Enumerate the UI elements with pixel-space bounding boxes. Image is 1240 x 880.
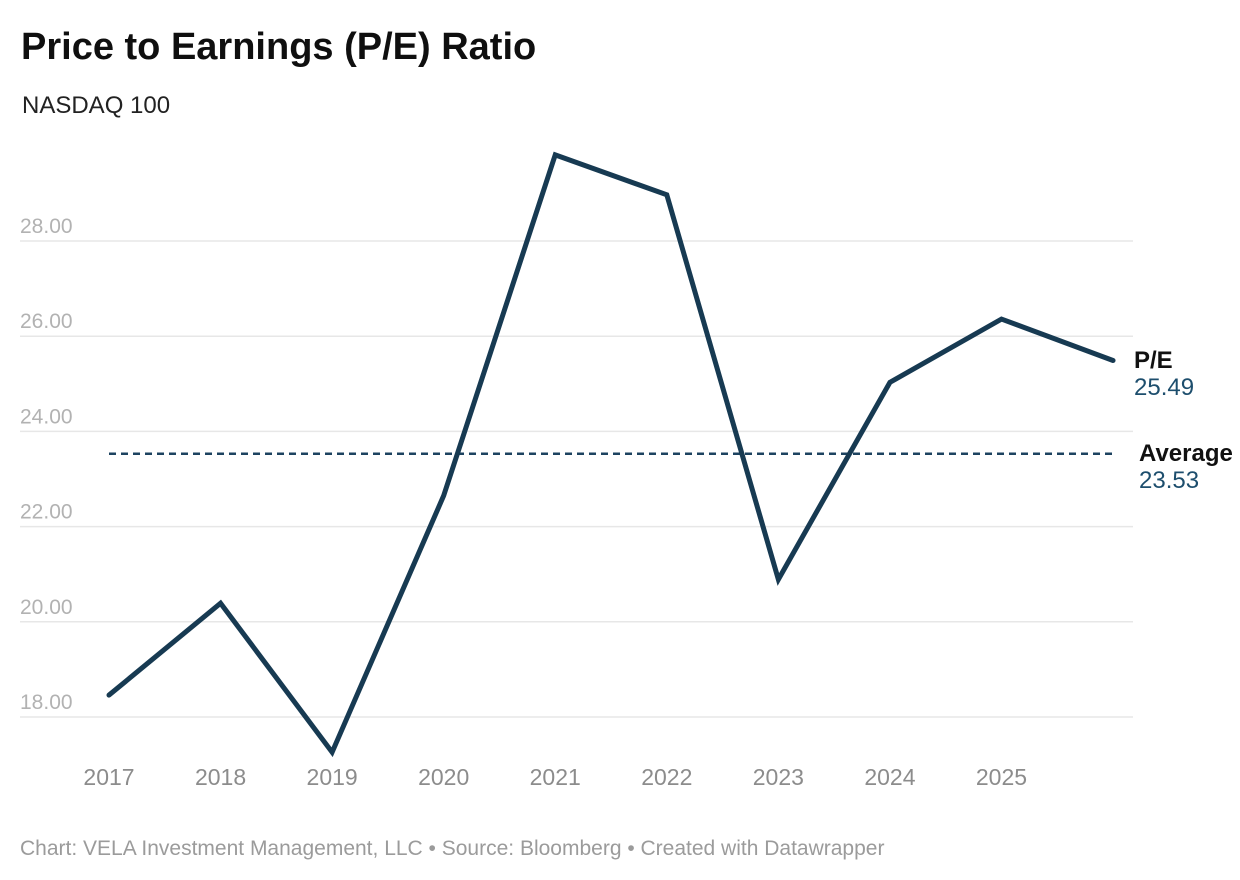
chart-title: Price to Earnings (P/E) Ratio [21, 26, 537, 68]
series-end-value: 25.49 [1134, 374, 1195, 401]
x-tick-label: 2021 [530, 764, 581, 790]
y-tick-label: 18.00 [20, 691, 73, 714]
y-tick-label: 22.00 [20, 501, 73, 524]
y-tick-label: 28.00 [20, 215, 73, 238]
x-tick-label: 2023 [753, 764, 804, 790]
y-tick-label: 20.00 [20, 596, 73, 619]
pe-line [106, 151, 1116, 758]
x-tick-label: 2020 [418, 764, 469, 790]
series-name-label: P/E [1134, 347, 1173, 374]
x-tick-label: 2018 [195, 764, 246, 790]
x-tick-label: 2024 [864, 764, 915, 790]
y-tick-label: 24.00 [20, 405, 73, 428]
average-annotation: Average 23.53 [1139, 440, 1233, 494]
footer-credit: Chart: VELA Investment Management, LLC •… [20, 837, 885, 860]
average-name-label: Average [1139, 440, 1233, 467]
x-tick-label: 2019 [307, 764, 358, 790]
y-tick-label: 26.00 [20, 310, 73, 333]
x-tick-label: 2022 [641, 764, 692, 790]
x-tick-label: 2017 [83, 764, 134, 790]
line-end-annotation: P/E 25.49 [1134, 347, 1194, 401]
average-value: 23.53 [1139, 467, 1200, 494]
x-tick-label: 2025 [976, 764, 1027, 790]
chart-subtitle: NASDAQ 100 [22, 92, 171, 119]
